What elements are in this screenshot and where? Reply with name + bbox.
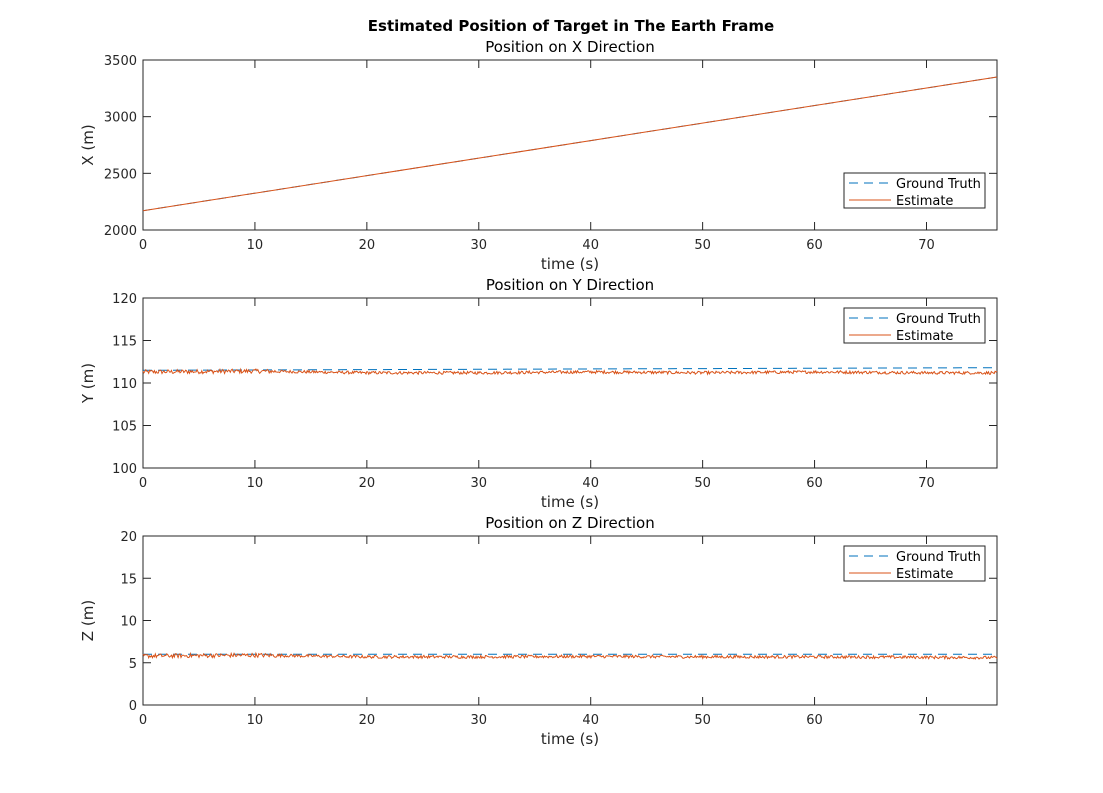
x-tick-label: 60 — [806, 238, 823, 253]
x-tick-label: 40 — [582, 476, 599, 491]
y-tick-label: 115 — [112, 335, 137, 350]
y-tick-label: 110 — [112, 377, 137, 392]
y-tick-label: 100 — [112, 462, 137, 477]
subplot-3: Position on Z Direction 0 10 20 30 40 50 60 70 0 5… — [79, 514, 998, 748]
subplot-title: Position on Y Direction — [486, 276, 654, 294]
subplot-title: Position on X Direction — [485, 38, 654, 56]
subplot-1: Position on X Direction 0 10 20 30 40 50 60 70 20… — [79, 38, 998, 273]
x-tick-label: 20 — [359, 238, 376, 253]
legend: Ground Truth Estimate — [843, 172, 986, 209]
x-tick-label: 0 — [139, 476, 147, 491]
x-axis-label: time (s) — [541, 255, 599, 273]
x-tick-label: 30 — [471, 713, 488, 728]
x-tick-label: 70 — [918, 476, 935, 491]
x-tick-label: 20 — [359, 713, 376, 728]
x-axis-label: time (s) — [541, 730, 599, 748]
y-tick-label: 20 — [120, 530, 137, 545]
estimate-line — [142, 76, 998, 212]
legend-box — [843, 307, 986, 344]
x-tick-label: 60 — [806, 476, 823, 491]
x-tick-label: 60 — [806, 713, 823, 728]
x-tick-label: 70 — [918, 713, 935, 728]
x-tick-label: 70 — [918, 238, 935, 253]
x-axis-label: time (s) — [541, 493, 599, 511]
y-tick-label: 105 — [112, 420, 137, 435]
x-tick-label: 40 — [582, 713, 599, 728]
estimate-line — [142, 651, 998, 661]
estimate-line — [142, 367, 998, 376]
legend-estimate-label: Estimate — [896, 194, 953, 209]
y-axis-label: Y (m) — [79, 363, 97, 404]
subplot-title: Position on Z Direction — [485, 514, 654, 532]
x-tick-label: 20 — [359, 476, 376, 491]
x-tick-label: 40 — [582, 238, 599, 253]
y-tick-label: 5 — [129, 657, 137, 672]
y-tick-label: 0 — [129, 699, 137, 714]
subplot-2: Position on Y Direction 0 10 20 30 40 50 60 70 10… — [79, 276, 998, 511]
x-tick-label: 50 — [694, 238, 711, 253]
figure-title: Estimated Position of Target in The Eart… — [368, 17, 774, 35]
ground-truth-line — [142, 367, 998, 371]
y-axis-label: Z (m) — [79, 600, 97, 641]
legend-estimate-label: Estimate — [896, 567, 953, 582]
y-tick-label: 3500 — [104, 54, 137, 69]
y-axis-label: X (m) — [79, 124, 97, 165]
x-tick-label: 10 — [247, 713, 264, 728]
y-tick-label: 120 — [112, 292, 137, 307]
legend: Ground Truth Estimate — [843, 307, 986, 344]
y-tick-label: 15 — [120, 572, 137, 587]
x-tick-label: 0 — [139, 713, 147, 728]
x-tick-label: 50 — [694, 476, 711, 491]
x-tick-label: 50 — [694, 713, 711, 728]
x-tick-label: 10 — [247, 238, 264, 253]
y-tick-label: 2000 — [104, 224, 137, 239]
x-tick-label: 30 — [471, 238, 488, 253]
x-tick-label: 0 — [139, 238, 147, 253]
x-tick-label: 10 — [247, 476, 264, 491]
x-tick-label: 30 — [471, 476, 488, 491]
legend-ground-truth-label: Ground Truth — [896, 550, 981, 565]
legend-box — [843, 545, 986, 582]
legend-ground-truth-label: Ground Truth — [896, 312, 981, 327]
legend: Ground Truth Estimate — [843, 545, 986, 582]
y-tick-label: 3000 — [104, 111, 137, 126]
legend-box — [843, 172, 986, 209]
legend-estimate-label: Estimate — [896, 329, 953, 344]
legend-ground-truth-label: Ground Truth — [896, 177, 981, 192]
y-tick-label: 10 — [120, 615, 137, 630]
y-tick-label: 2500 — [104, 167, 137, 182]
